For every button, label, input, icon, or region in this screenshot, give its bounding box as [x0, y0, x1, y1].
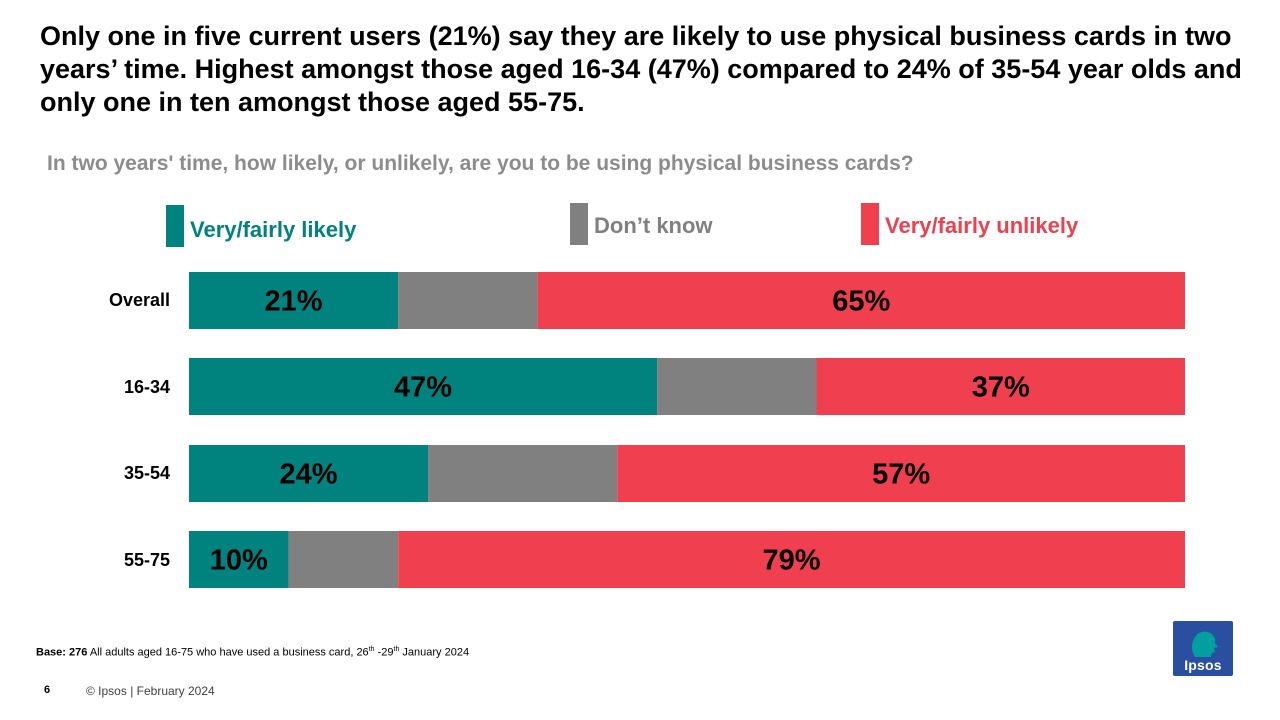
category-label-overall: Overall [108, 290, 170, 310]
data-label-likely-55-75: 10% [210, 545, 268, 577]
bar-dont-know-16-34 [657, 358, 817, 415]
data-label-unlikely-35-54: 57% [872, 459, 930, 491]
data-label-unlikely-16-34: 37% [972, 372, 1030, 404]
bar-dont-know-55-75 [288, 531, 399, 588]
logo-head-icon [1192, 631, 1218, 657]
survey-question: In two years' time, how likely, or unlik… [47, 152, 914, 175]
data-label-unlikely-55-75: 79% [763, 545, 821, 577]
legend-swatch-dont-know [570, 203, 588, 245]
bar-unlikely-overall [537, 272, 1185, 329]
footnote-text-a: All adults aged 16-75 who have used a bu… [87, 646, 369, 659]
legend-swatch-likely [166, 205, 184, 247]
copyright: © Ipsos | February 2024 [86, 684, 215, 698]
data-label-likely-overall: 21% [265, 286, 323, 318]
footnote-text-c: January 2024 [399, 646, 470, 659]
category-label-16-34: 16-34 [123, 377, 170, 397]
bar-likely-35-54 [189, 445, 429, 502]
category-label-55-75: 55-75 [123, 550, 170, 570]
headline: Only one in five current users (21%) say… [40, 21, 1242, 117]
footnote-base: Base: 276 [36, 646, 88, 659]
bar-dont-know-overall [398, 272, 538, 329]
legend-label-dont-know: Don’t know [594, 213, 713, 238]
legend-swatch-unlikely [861, 203, 879, 245]
bar-likely-55-75 [189, 531, 289, 588]
footnote-sup-b: th [393, 646, 400, 653]
legend-label-unlikely: Very/fairly unlikely [885, 213, 1079, 238]
category-label-35-54: 35-54 [123, 463, 170, 483]
page-number: 6 [44, 684, 51, 696]
bar-unlikely-16-34 [816, 358, 1185, 415]
bar-dont-know-35-54 [428, 445, 618, 502]
bar-unlikely-55-75 [398, 531, 1185, 588]
bar-likely-16-34 [189, 358, 658, 415]
footnote-text-b: -29 [374, 646, 394, 659]
logo-text: Ipsos [1184, 657, 1222, 673]
footnote-sup-a: th [368, 646, 375, 653]
legend-label-likely: Very/fairly likely [190, 217, 357, 242]
data-label-likely-16-34: 47% [394, 372, 452, 404]
footnote: Base: 276 All adults aged 16-75 who have… [36, 646, 469, 659]
data-label-unlikely-overall: 65% [832, 286, 890, 318]
bar-unlikely-35-54 [617, 445, 1185, 502]
bar-likely-overall [189, 272, 399, 329]
ipsos-logo: Ipsos [1173, 621, 1233, 676]
data-label-likely-35-54: 24% [279, 459, 337, 491]
